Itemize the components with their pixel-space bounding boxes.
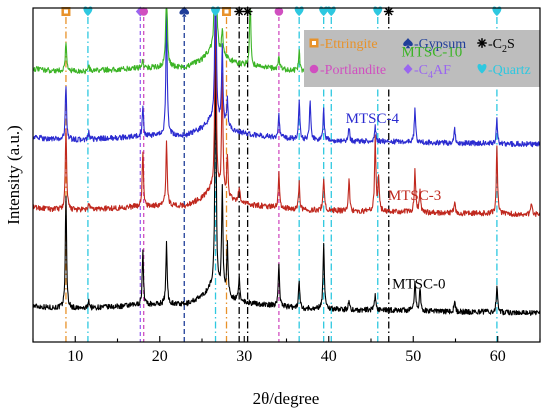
quartz-marker-icon — [373, 6, 383, 16]
series-line-mtsc-3 — [32, 8, 541, 218]
legend-subscript: 2 — [502, 44, 507, 55]
x-tick-label: 60 — [490, 348, 506, 365]
c2s-marker-icon — [234, 6, 245, 17]
legend-label: -Ettringite — [320, 37, 378, 52]
quartz-marker-icon — [492, 6, 502, 16]
series-line-mtsc-0 — [32, 37, 541, 316]
legend-entry-portlandite: -Portlandite — [320, 63, 386, 78]
legend-label: -Quartz — [488, 63, 531, 78]
legend-entry-quartz: -Quartz — [488, 63, 531, 78]
x-tick-label: 40 — [321, 348, 337, 365]
legend-subscript: 4 — [428, 70, 433, 81]
legend-entry-c4af: -C4AF — [414, 63, 451, 81]
portlandite-legend-icon — [309, 64, 319, 74]
legend-label: -C — [488, 37, 502, 52]
series-labels: MTSC-0 MTSC-3 MTSC-4 MTSC-10 — [346, 44, 463, 292]
legend-label: -Gypsum — [414, 37, 466, 52]
ettringite-marker-icon — [222, 7, 232, 16]
c4af-legend-icon — [403, 64, 413, 74]
series-line-mtsc-4 — [32, 8, 541, 148]
legend-entry-ettringite: -Ettringite — [320, 37, 378, 52]
gypsum-legend-icon — [403, 38, 413, 49]
legend-suffix: AF — [433, 63, 451, 78]
quartz-marker-icon — [294, 6, 304, 16]
legend-entry-gypsum: -Gypsum — [414, 37, 466, 52]
c2s-marker-icon — [242, 6, 253, 17]
legend-box — [304, 30, 540, 87]
legend-suffix: S — [507, 37, 515, 52]
quartz-marker-icon — [211, 6, 220, 16]
ettringite-marker-icon — [61, 7, 71, 16]
quartz-marker-icon — [326, 6, 336, 16]
phase-markers — [61, 6, 502, 17]
series-label: MTSC-3 — [388, 188, 441, 204]
c2s-marker-icon — [383, 6, 394, 17]
x-tick-label: 30 — [236, 348, 252, 365]
series-label: MTSC-4 — [346, 111, 400, 127]
legend-label: -Portlandite — [320, 63, 386, 78]
c2s-legend-icon — [477, 38, 487, 48]
x-tick-label: 50 — [405, 348, 421, 365]
x-tick-label: 10 — [67, 348, 83, 365]
series-label: MTSC-0 — [392, 277, 445, 293]
y-axis-label: Intensity (a.u.) — [4, 125, 23, 225]
legend-label: -C — [414, 63, 428, 78]
quartz-legend-icon — [477, 64, 487, 74]
quartz-marker-icon — [319, 6, 329, 16]
ettringite-legend-icon — [309, 38, 319, 48]
x-tick-label: 20 — [152, 348, 168, 365]
series-label: MTSC-10 — [401, 44, 462, 60]
x-axis-label: 2θ/degree — [253, 389, 320, 408]
x-axis-ticks: 10 20 30 40 50 60 — [32, 336, 541, 365]
legend-entry-c2s: -C2S — [488, 37, 515, 55]
quartz-marker-icon — [83, 6, 93, 16]
portlandite-marker-icon — [139, 7, 148, 16]
portlandite-marker-icon — [274, 7, 284, 16]
phase-legend: -Ettringite -Gypsum -C2S-Portlandite -C4AF -… — [304, 30, 540, 87]
gypsum-marker-icon — [179, 6, 190, 17]
